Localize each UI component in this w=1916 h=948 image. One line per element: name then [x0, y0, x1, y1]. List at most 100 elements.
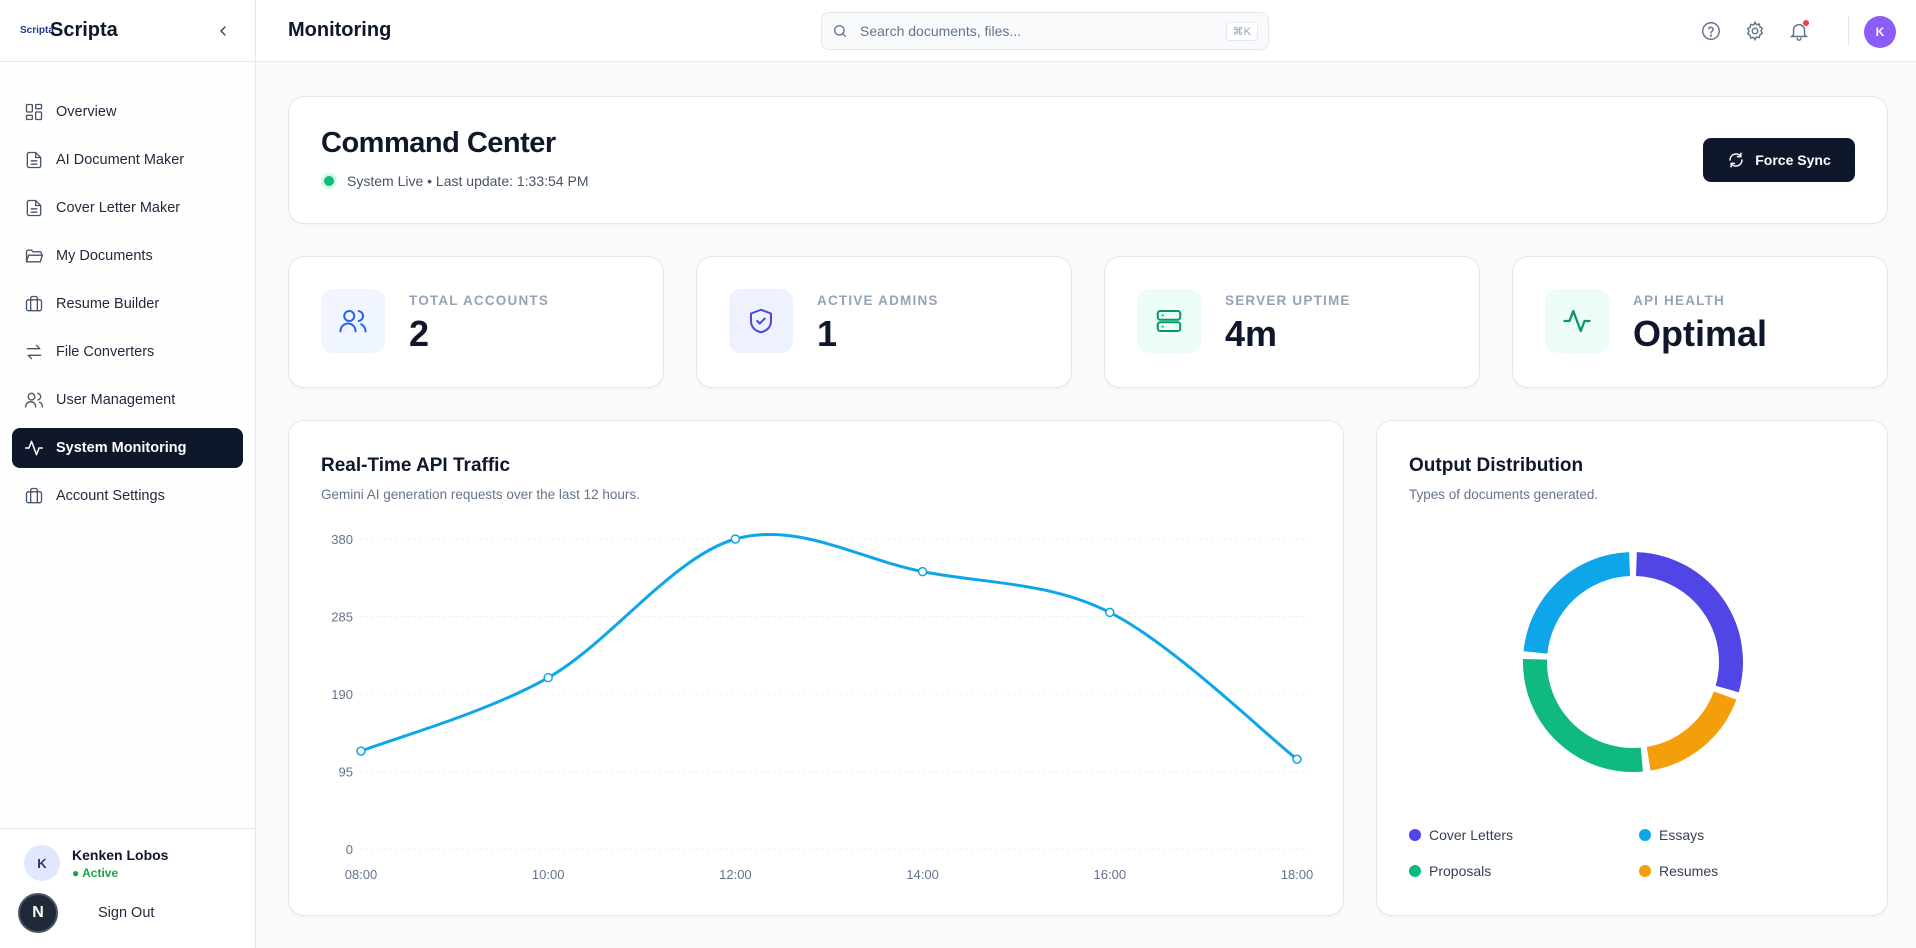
x-tick-label: 16:00 [1094, 867, 1127, 882]
shield-check-icon [750, 308, 772, 334]
activity-icon [1563, 309, 1591, 333]
sidebar-item-file-converters[interactable]: File Converters [12, 332, 243, 372]
x-tick-label: 10:00 [532, 867, 565, 882]
help-circle-icon [1702, 22, 1720, 40]
brand-logo: Scripta [20, 25, 54, 36]
sidebar-item-overview[interactable]: Overview [12, 92, 243, 132]
x-tick-label: 08:00 [345, 867, 378, 882]
sidebar-item-account-settings[interactable]: Account Settings [12, 476, 243, 516]
refresh-icon [1729, 152, 1743, 168]
legend-label: Essays [1659, 827, 1705, 843]
force-sync-label: Force Sync [1755, 152, 1831, 168]
data-point[interactable] [917, 566, 928, 577]
data-point[interactable] [1105, 607, 1115, 618]
donut-slice[interactable] [1646, 691, 1737, 771]
sidebar-item-label: System Monitoring [56, 440, 187, 456]
command-center-card: Command Center System Live • Last update… [288, 96, 1888, 224]
data-point[interactable] [356, 746, 366, 756]
stat-icon-box [1545, 289, 1609, 353]
legend-dot-icon [1409, 829, 1421, 841]
stat-label: SERVER UPTIME [1225, 293, 1351, 308]
sidebar-item-my-documents[interactable]: My Documents [12, 236, 243, 276]
stat-card-server-uptime: SERVER UPTIME 4m [1104, 256, 1480, 388]
header-divider [1848, 16, 1849, 46]
sidebar-item-system-monitoring[interactable]: System Monitoring [12, 428, 243, 468]
traffic-title: Real-Time API Traffic [321, 455, 511, 476]
user-profile[interactable]: K Kenken Lobos ● Active [0, 829, 255, 881]
settings-button[interactable] [1744, 20, 1766, 42]
stat-card-api-health: API HEALTH Optimal [1512, 256, 1888, 388]
sidebar-item-ai-document-maker[interactable]: AI Document Maker [12, 140, 243, 180]
sign-out-button[interactable]: Sign Out [98, 905, 155, 921]
collapse-sidebar-button[interactable] [211, 19, 235, 43]
stat-icon-box [1137, 289, 1201, 353]
sidebar-item-label: My Documents [56, 248, 153, 264]
briefcase-icon [25, 295, 43, 312]
y-tick-label: 190 [331, 687, 353, 702]
search-bar[interactable]: ⌘K [821, 12, 1269, 50]
sidebar: Scripta Scripta Overview AI Document Mak… [0, 0, 256, 948]
sidebar-item-label: Account Settings [56, 488, 165, 504]
x-tick-label: 14:00 [906, 867, 939, 882]
n-badge[interactable]: N [18, 893, 58, 933]
traffic-subtitle: Gemini AI generation requests over the l… [321, 487, 640, 502]
legend-dot-icon [1639, 865, 1651, 877]
donut-slice[interactable] [1635, 552, 1743, 693]
bell-icon [1789, 23, 1809, 41]
sidebar-nav: Overview AI Document Maker Cover Letter … [0, 62, 255, 516]
sidebar-item-label: Overview [56, 104, 117, 120]
page-title: Monitoring [288, 19, 392, 41]
sidebar-item-label: AI Document Maker [56, 152, 185, 168]
stat-value: Optimal [1633, 313, 1768, 354]
help-button[interactable] [1700, 20, 1722, 42]
grid-icon [25, 103, 43, 121]
sidebar-item-cover-letter-maker[interactable]: Cover Letter Maker [12, 188, 243, 228]
sidebar-item-label: File Converters [56, 344, 155, 360]
notifications-button[interactable] [1788, 20, 1810, 42]
legend-item: Essays [1639, 827, 1704, 843]
file-text-icon [26, 151, 42, 169]
notification-dot [1803, 20, 1809, 26]
data-point[interactable] [543, 672, 553, 683]
data-point[interactable] [1292, 754, 1302, 765]
force-sync-button[interactable]: Force Sync [1703, 138, 1855, 182]
server-icon [1156, 310, 1182, 332]
legend-item: Resumes [1639, 863, 1718, 879]
stat-label: API HEALTH [1633, 293, 1725, 308]
stat-label: ACTIVE ADMINS [817, 293, 939, 308]
status-text: System Live • Last update: 1:33:54 PM [347, 173, 589, 189]
legend-label: Resumes [1659, 863, 1719, 879]
stat-icon-box [729, 289, 793, 353]
arrows-exchange-icon [26, 344, 42, 360]
stat-icon-box [321, 289, 385, 353]
stat-value: 4m [1225, 313, 1278, 354]
live-indicator-icon [321, 173, 337, 189]
distribution-subtitle: Types of documents generated. [1409, 487, 1599, 502]
legend-label: Cover Letters [1429, 827, 1514, 843]
legend-item: Cover Letters [1409, 827, 1513, 843]
data-point[interactable] [730, 534, 741, 544]
user-status: ● Active [72, 865, 119, 880]
header-avatar[interactable]: K [1864, 16, 1896, 48]
search-icon [834, 25, 846, 37]
stat-card-total-accounts: TOTAL ACCOUNTS 2 [288, 256, 664, 388]
donut-slice[interactable] [1523, 658, 1643, 772]
brand-bar: Scripta Scripta [0, 0, 255, 62]
sidebar-item-user-management[interactable]: User Management [12, 380, 243, 420]
briefcase-icon [25, 487, 43, 504]
donut-slice[interactable] [1523, 552, 1631, 654]
top-header: Monitoring ⌘K K [256, 0, 1916, 62]
legend-dot-icon [1409, 865, 1421, 877]
sidebar-item-resume-builder[interactable]: Resume Builder [12, 284, 243, 324]
output-distribution-card: Output Distribution Types of documents g… [1376, 420, 1888, 916]
x-tick-label: 18:00 [1281, 867, 1314, 882]
api-traffic-chart: 0 95 190 285 380 08:00 10:00 12:00 14:00 16:00 18:… [331, 532, 1314, 882]
y-tick-label: 0 [346, 842, 353, 857]
users-icon [339, 310, 367, 333]
user-name: Kenken Lobos [72, 846, 169, 863]
search-shortcut: ⌘K [1225, 21, 1258, 41]
sidebar-item-label: Cover Letter Maker [56, 200, 181, 216]
stat-card-active-admins: ACTIVE ADMINS 1 [696, 256, 1072, 388]
brand-name: Scripta [50, 19, 118, 41]
search-input[interactable] [860, 23, 1226, 39]
